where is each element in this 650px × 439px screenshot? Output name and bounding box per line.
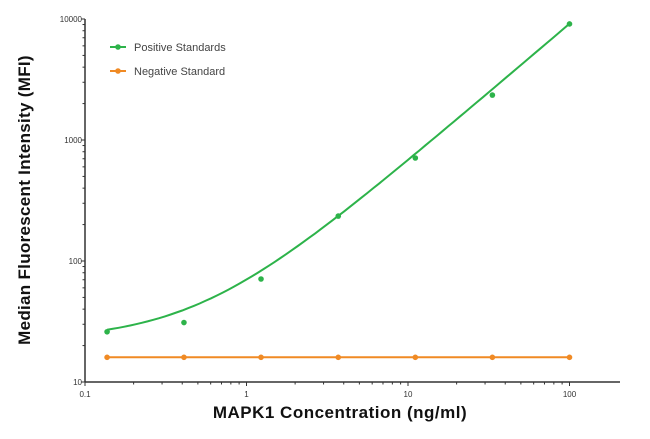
x-tick-label: 10 — [404, 390, 413, 399]
data-point-positive — [489, 92, 496, 98]
data-point-negative — [412, 354, 419, 361]
legend-label: Positive Standards — [134, 42, 226, 54]
data-point-positive — [258, 276, 264, 282]
y-tick-label: 1000 — [64, 136, 82, 145]
x-axis-label: MAPK1 Concentration (ng/ml) — [213, 403, 467, 422]
legend-swatch-marker — [115, 68, 121, 74]
y-tick-label: 10000 — [60, 15, 83, 24]
legend: Positive Standards Negative Standard — [110, 42, 226, 78]
legend-swatch-marker — [115, 44, 121, 50]
data-point-negative — [258, 354, 264, 361]
y-axis-label: Median Fluorescent Intensity (MFI) — [15, 55, 34, 345]
data-point-negative — [335, 354, 342, 361]
data-point-positive — [412, 155, 419, 161]
data-point-negative — [489, 354, 496, 361]
data-point-positive — [566, 21, 573, 27]
y-tick-label: 100 — [69, 257, 83, 266]
data-point-positive — [335, 213, 342, 219]
x-tick-label: 0.1 — [79, 390, 91, 399]
x-tick-label: 100 — [563, 390, 577, 399]
y-tick-label: 10 — [73, 378, 82, 387]
data-point-positive — [104, 328, 110, 335]
data-point-positive — [181, 319, 187, 326]
data-point-negative — [104, 354, 110, 361]
axes: 0.1 1 10 100 10 100 1000 10000 — [60, 15, 620, 399]
legend-label: Negative Standard — [134, 66, 225, 78]
data-point-negative — [181, 354, 187, 361]
data-point-negative — [566, 354, 573, 361]
x-tick-label: 1 — [244, 390, 249, 399]
plot-area — [104, 21, 573, 361]
